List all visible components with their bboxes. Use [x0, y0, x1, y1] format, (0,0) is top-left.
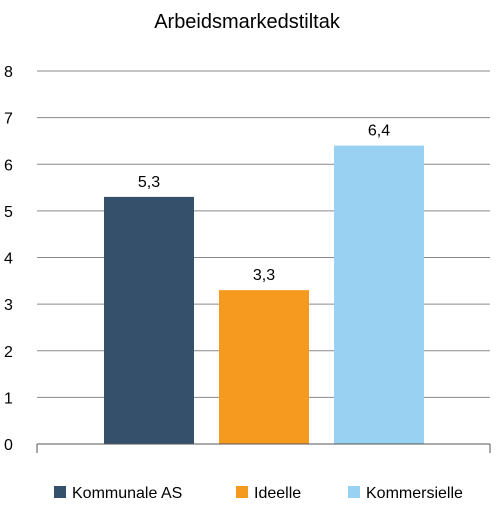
y-tick-label: 8 [4, 64, 13, 81]
y-tick-label: 1 [4, 390, 13, 407]
y-tick-label: 0 [4, 437, 13, 454]
y-tick-label: 6 [4, 157, 13, 174]
legend-swatch [236, 486, 248, 498]
legend-label: Kommunale AS [72, 485, 182, 502]
y-tick-label: 7 [4, 111, 13, 128]
y-tick-label: 4 [4, 251, 13, 268]
legend-label: Ideelle [254, 485, 301, 502]
chart-title: Arbeidsmarkedstiltak [154, 11, 341, 33]
legend-label: Kommersielle [366, 485, 463, 502]
bar-kommunale-as [104, 196, 194, 444]
data-labels: 5,3 3,3 6,4 [138, 123, 390, 285]
y-axis-ticks: 0 1 2 3 4 5 6 7 8 [4, 64, 13, 454]
bars [104, 145, 424, 444]
y-tick-label: 5 [4, 204, 13, 221]
legend-swatch [54, 486, 66, 498]
y-tick-label: 2 [4, 344, 13, 361]
data-label: 3,3 [253, 267, 275, 284]
data-label: 5,3 [138, 174, 160, 191]
legend-swatch [348, 486, 360, 498]
data-label: 6,4 [368, 123, 390, 140]
bar-ideelle [219, 290, 309, 444]
y-tick-label: 3 [4, 297, 13, 314]
legend: Kommunale AS Ideelle Kommersielle [54, 485, 463, 502]
bar-kommersielle [334, 145, 424, 444]
